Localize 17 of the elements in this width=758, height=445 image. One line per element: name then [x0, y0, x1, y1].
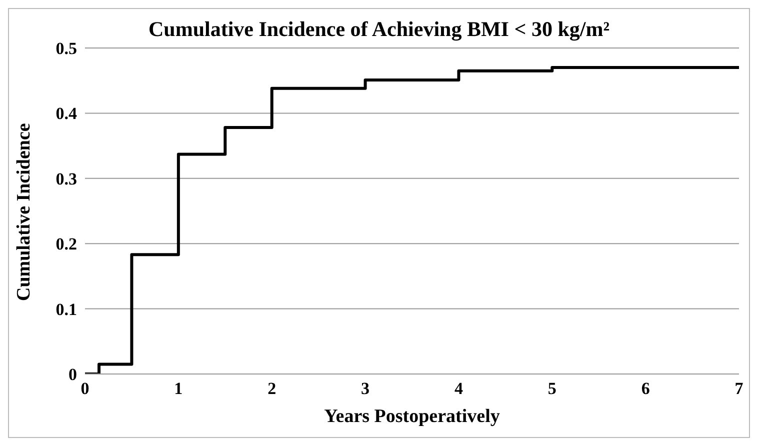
x-tick-label: 3: [361, 379, 370, 398]
y-tick-label: 0.1: [56, 300, 77, 319]
x-axis-title: Years Postoperatively: [324, 406, 500, 427]
x-tick-label: 4: [454, 379, 464, 398]
chart-title: Cumulative Incidence of Achieving BMI < 30 kg/m²: [148, 17, 610, 41]
y-tick-label: 0: [68, 365, 77, 384]
x-tick-label: 6: [641, 379, 650, 398]
y-axis-title: Cumulative Incidence: [14, 123, 35, 301]
x-tick-label: 2: [268, 379, 276, 398]
y-tick-label: 0.2: [56, 234, 77, 254]
y-tick-label: 0.5: [56, 39, 77, 58]
x-tick-label: 0: [80, 379, 90, 398]
y-tick-label: 0.3: [56, 169, 77, 188]
x-tick-label: 5: [548, 379, 556, 398]
x-tick-label: 1: [174, 379, 183, 398]
y-tick-label: 0.4: [56, 104, 78, 124]
x-tick-label: 7: [734, 379, 744, 398]
